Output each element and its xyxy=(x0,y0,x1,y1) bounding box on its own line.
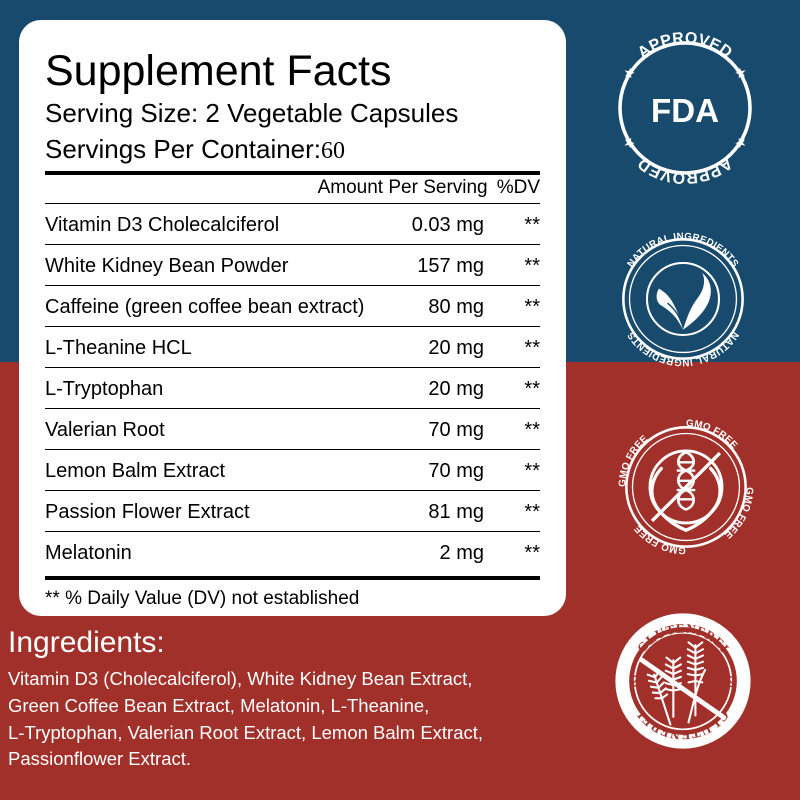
svg-text:FDA: FDA xyxy=(651,93,719,130)
svg-text:APPROVED: APPROVED xyxy=(635,30,735,62)
svg-text:APPROVED: APPROVED xyxy=(635,154,735,186)
